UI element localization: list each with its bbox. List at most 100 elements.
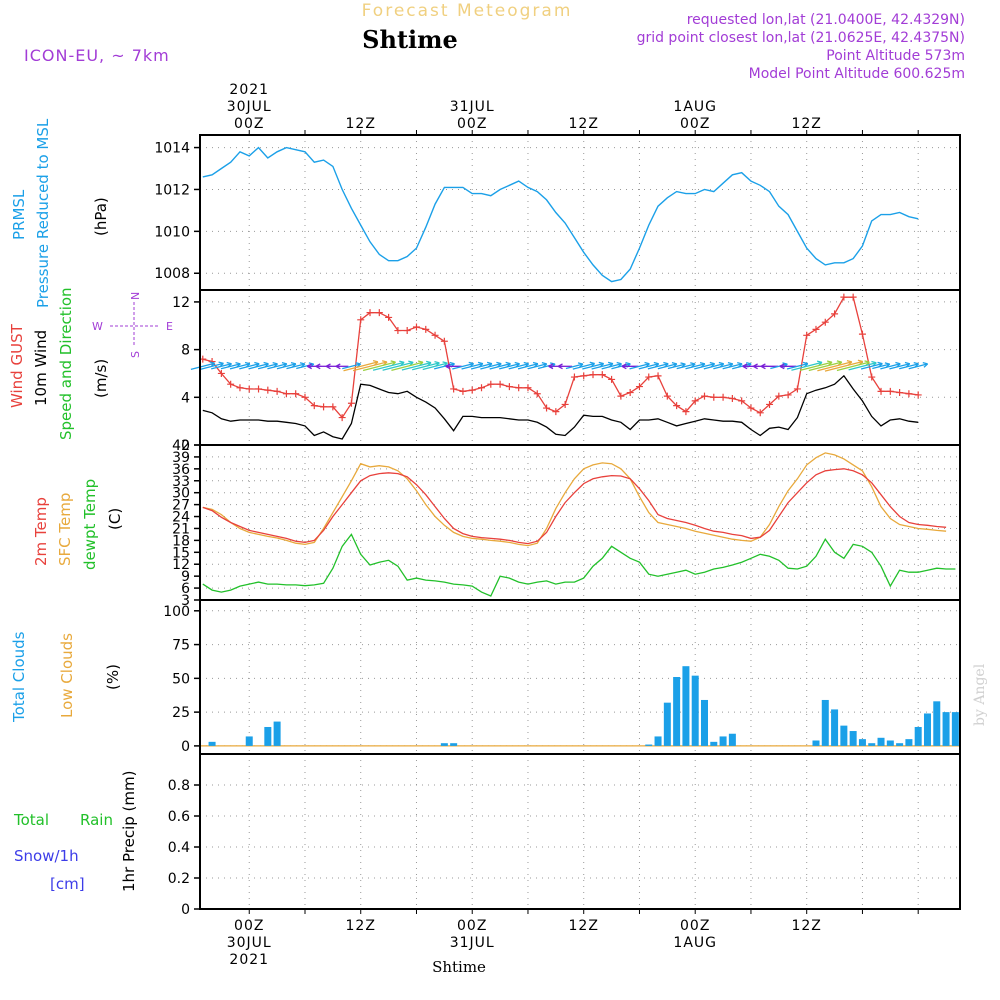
wind-arrow [786, 363, 808, 370]
y-tick-label: 39 [172, 450, 190, 466]
cloud-bar [654, 736, 662, 746]
compass-east: E [166, 320, 173, 333]
gust-marker [700, 392, 708, 400]
y-tick-label: 12 [172, 295, 190, 311]
y-tick-label: 36 [172, 462, 190, 478]
gust-marker [496, 380, 504, 388]
compass-south: S [129, 351, 142, 358]
wind10m-line [202, 374, 919, 440]
y-tick-label: 1010 [154, 224, 190, 240]
cloud-bar [868, 743, 876, 746]
wind-arrow [836, 361, 870, 372]
x-label-top: 00Z [234, 116, 264, 132]
wind-arrow [508, 363, 529, 370]
gust-marker [608, 375, 616, 383]
cloud-bar [840, 725, 848, 746]
cloud-bar [821, 699, 829, 746]
panel-frame [199, 753, 961, 910]
wind-label-10m: 10m Wind [32, 330, 50, 406]
gust-marker [217, 369, 225, 377]
watermark: by Angel [972, 663, 988, 726]
wind-arrow [391, 361, 424, 371]
gust-marker [487, 380, 495, 388]
cloud-bar [645, 744, 653, 746]
wind-arrow [732, 363, 752, 370]
y-tick-label: 0.4 [168, 840, 190, 856]
clouds-label-total: Total Clouds [10, 631, 28, 723]
cloud-bar [719, 736, 727, 746]
wind-arrow-head [557, 363, 563, 370]
wind-arrow [200, 362, 224, 370]
y-tick-label: 33 [172, 474, 190, 490]
wind-arrow [908, 363, 928, 370]
panel-frame [199, 134, 961, 291]
cloud-bar [896, 743, 904, 746]
wind-arrow [190, 362, 215, 370]
cloud-bar [682, 666, 690, 746]
precip-label-cm: [cm] [50, 875, 85, 893]
cloud-bar [923, 713, 931, 746]
gust-marker [552, 408, 560, 416]
gust-marker [264, 386, 272, 394]
wind-arrow-head [325, 363, 331, 370]
wind-arrow [565, 363, 584, 370]
compass-north: N [129, 292, 142, 300]
wind-arrow [685, 363, 706, 370]
gust-marker [375, 309, 383, 317]
x-label-bottom: 00Z [457, 918, 487, 934]
x-label-top: 12Z [346, 116, 376, 132]
gust-marker [840, 293, 848, 301]
x-label-top: 12Z [569, 116, 599, 132]
wind-arrow [667, 363, 686, 370]
wind-arrow [499, 363, 520, 370]
gust-marker [440, 337, 448, 345]
x-label-bottom: 1AUG [673, 935, 717, 951]
wind-arrow-head [742, 363, 748, 370]
pressure-line [202, 146, 919, 283]
x-label-bottom: 12Z [791, 918, 821, 934]
wind-arrow [572, 362, 595, 370]
wind-arrow [267, 363, 287, 370]
wind-arrow [889, 363, 910, 370]
cloud-bar [728, 733, 736, 746]
gust-marker [543, 404, 551, 412]
wind-arrow [239, 363, 260, 370]
cloud-bar [273, 721, 281, 746]
gust-marker [561, 400, 569, 408]
gust-line [202, 296, 919, 419]
grid-layer [200, 135, 960, 910]
gust-marker [914, 391, 922, 399]
wind-arrow [848, 362, 877, 371]
footer-location: Shtime [432, 958, 486, 976]
precip-label-total: Total [13, 811, 49, 829]
wind-arrow [517, 363, 539, 370]
gust-marker [719, 393, 727, 401]
wind-arrow-head [779, 363, 785, 370]
wind-arrow [286, 363, 306, 370]
x-label-top: 31JUL [450, 99, 495, 115]
cloud-bar [245, 736, 253, 746]
wind-arrow [657, 363, 677, 370]
data-layer [0, 0, 960, 910]
wind-label-direction: Speed and Direction [57, 287, 75, 440]
gust-marker [682, 408, 690, 416]
wind-arrow [872, 363, 890, 370]
cloud-bar [831, 709, 839, 746]
wind-arrow [211, 363, 232, 370]
x-label-bottom: 00Z [680, 918, 710, 934]
wind-arrow [470, 363, 493, 370]
gust-marker [245, 385, 253, 393]
y-tick-label: 27 [172, 498, 190, 514]
wind-arrow [694, 363, 715, 370]
gust-marker [617, 392, 625, 400]
wind-arrow [676, 363, 696, 370]
y-tick-label: 18 [172, 533, 190, 549]
location-title: Shtime [362, 25, 458, 54]
gust-marker [691, 397, 699, 405]
cloud-bar [663, 702, 671, 746]
gust-marker [896, 389, 904, 397]
cloud-bar [700, 699, 708, 746]
wind-arrow-head [752, 363, 758, 370]
clouds-unit: (%) [104, 664, 122, 690]
x-label-bottom: 12Z [569, 918, 599, 934]
